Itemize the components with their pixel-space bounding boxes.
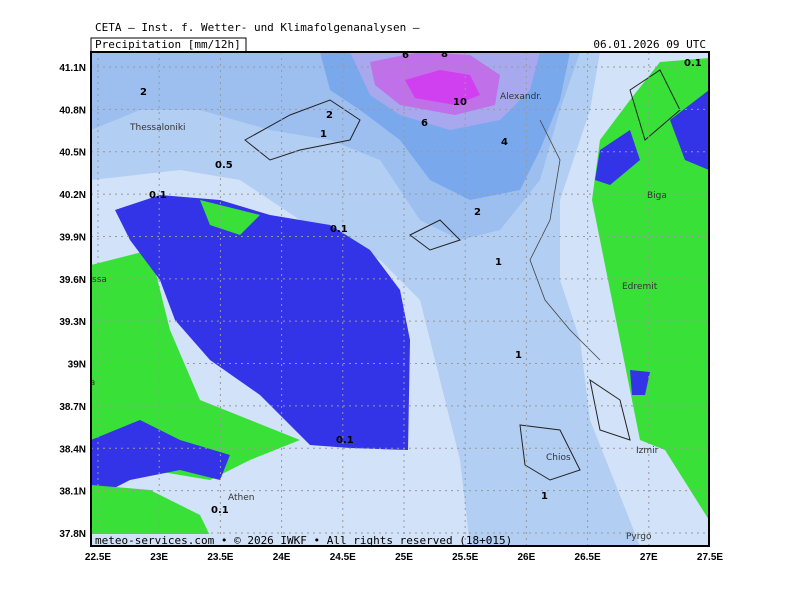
lat-label: 37.8N xyxy=(59,529,86,540)
footer: meteo-services.com • © 2026 IWKF • All r… xyxy=(95,534,512,547)
map-labels: Thessaloniki Alexandr. Biga Edremit ssa Lamia… xyxy=(68,49,702,547)
contour-label: 0.1 xyxy=(211,505,229,516)
dry-land-chalkidiki xyxy=(200,200,260,235)
contour-label: 0.1 xyxy=(684,58,702,69)
place-name: Chios xyxy=(546,453,571,463)
lat-label: 40.8N xyxy=(59,105,86,116)
contour-label: 2 xyxy=(474,207,481,218)
lon-label: 24E xyxy=(273,552,291,563)
contour-label: 1 xyxy=(320,129,327,140)
source-title: CETA – Inst. f. Wetter- und Klimafolgena… xyxy=(95,21,420,34)
lon-label: 23.5E xyxy=(207,552,233,563)
product-title: Precipitation [mm/12h] xyxy=(95,38,241,51)
lon-label: 24.5E xyxy=(330,552,356,563)
place-name: Alexandr. xyxy=(500,92,542,102)
contour-label: 2 xyxy=(140,87,147,98)
lon-label: 27E xyxy=(640,552,658,563)
contour-label: 1 xyxy=(541,491,548,502)
lat-label: 41.1N xyxy=(59,63,86,74)
contour-label: 1 xyxy=(495,257,502,268)
axis-labels: 41.1N 40.8N 40.5N 40.2N 39.9N 39.6N 39.3N 39N 38… xyxy=(59,63,723,563)
border xyxy=(529,119,601,361)
dry-sea-east xyxy=(595,90,709,395)
coastline xyxy=(244,69,681,481)
lon-label: 26E xyxy=(518,552,536,563)
footer-bg xyxy=(91,534,461,546)
contour-label: 0.5 xyxy=(215,160,233,171)
dry-land-attica xyxy=(91,485,215,546)
lat-label: 38.4N xyxy=(59,444,86,455)
field-10mm xyxy=(405,70,480,105)
lat-label: 39.6N xyxy=(59,275,86,286)
graticule xyxy=(91,52,709,546)
place-name: Pyrgo xyxy=(626,532,652,542)
valid-time: 06.01.2026 09 UTC xyxy=(593,38,706,51)
lat-label: 39.3N xyxy=(59,317,86,328)
lon-label: 22.5E xyxy=(85,552,111,563)
place-name: Thessaloniki xyxy=(129,123,186,133)
place-name: Biga xyxy=(647,191,667,201)
lon-label: 27.5E xyxy=(697,552,723,563)
contour-label: 2 xyxy=(326,110,333,121)
contour-label: 8 xyxy=(441,49,448,60)
place-name: Athen xyxy=(228,493,254,503)
contour-label: 0.1 xyxy=(336,435,354,446)
lon-label: 26.5E xyxy=(575,552,601,563)
contour-label: 4 xyxy=(501,137,508,148)
contour-label: 1 xyxy=(515,350,522,361)
map-frame xyxy=(90,51,710,547)
dry-sea-west xyxy=(115,195,410,450)
contour-label: 6 xyxy=(402,50,409,61)
place-name: ssa xyxy=(92,275,107,285)
contour-label: 0.1 xyxy=(149,190,167,201)
place-name: Lamia xyxy=(68,378,95,388)
lon-label: 25E xyxy=(395,552,413,563)
lat-label: 40.2N xyxy=(59,190,86,201)
contour-label: 6 xyxy=(421,118,428,129)
place-name: Izmir xyxy=(636,446,659,456)
contour-label: 10 xyxy=(453,97,467,108)
lat-label: 40.5N xyxy=(59,148,86,159)
dry-sea-gulf xyxy=(91,420,230,500)
lon-label: 25.5E xyxy=(452,552,478,563)
lon-label: 23E xyxy=(150,552,168,563)
place-name: Edremit xyxy=(622,282,658,292)
lat-label: 39N xyxy=(68,360,86,371)
lat-label: 39.9N xyxy=(59,232,86,243)
lat-label: 38.1N xyxy=(59,487,86,498)
lat-label: 38.7N xyxy=(59,402,86,413)
contour-label: 0.1 xyxy=(330,224,348,235)
map-area: Thessaloniki Alexandr. Biga Edremit ssa Lamia… xyxy=(68,49,709,547)
